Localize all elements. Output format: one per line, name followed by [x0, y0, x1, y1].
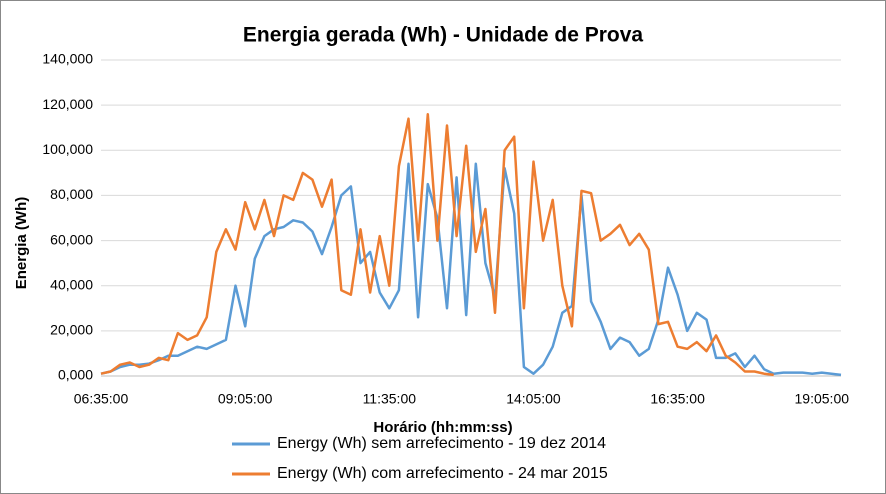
y-tick-label: 20,000 — [50, 322, 93, 338]
y-tick-label: 40,000 — [50, 276, 93, 292]
y-tick-label: 120,000 — [42, 96, 93, 112]
chart-title: Energia gerada (Wh) - Unidade de Prova — [243, 24, 644, 47]
legend-label: Energy (Wh) com arrefecimento - 24 mar 2… — [277, 465, 608, 482]
x-tick-label: 16:35:00 — [650, 391, 705, 407]
x-axis-title: Horário (hh:mm:ss) — [373, 419, 512, 436]
x-tick-label: 14:05:00 — [506, 391, 561, 407]
y-tick-label: 140,000 — [42, 51, 93, 67]
y-tick-label: 0,000 — [58, 367, 93, 383]
x-tick-label: 06:35:00 — [74, 391, 129, 407]
data-line — [100, 112, 774, 377]
y-tick-label: 60,000 — [50, 231, 93, 247]
x-tick-label: 09:05:00 — [218, 391, 273, 407]
y-axis-title: Energia (Wh) — [13, 197, 30, 290]
x-tick-label: 11:35:00 — [363, 391, 417, 407]
data-line — [100, 162, 842, 377]
legend-label: Energy (Wh) sem arrefecimento - 19 dez 2… — [277, 435, 606, 452]
x-tick-label: 19:05:00 — [795, 391, 850, 407]
y-tick-label: 100,000 — [42, 141, 93, 157]
y-tick-label: 80,000 — [50, 186, 93, 202]
